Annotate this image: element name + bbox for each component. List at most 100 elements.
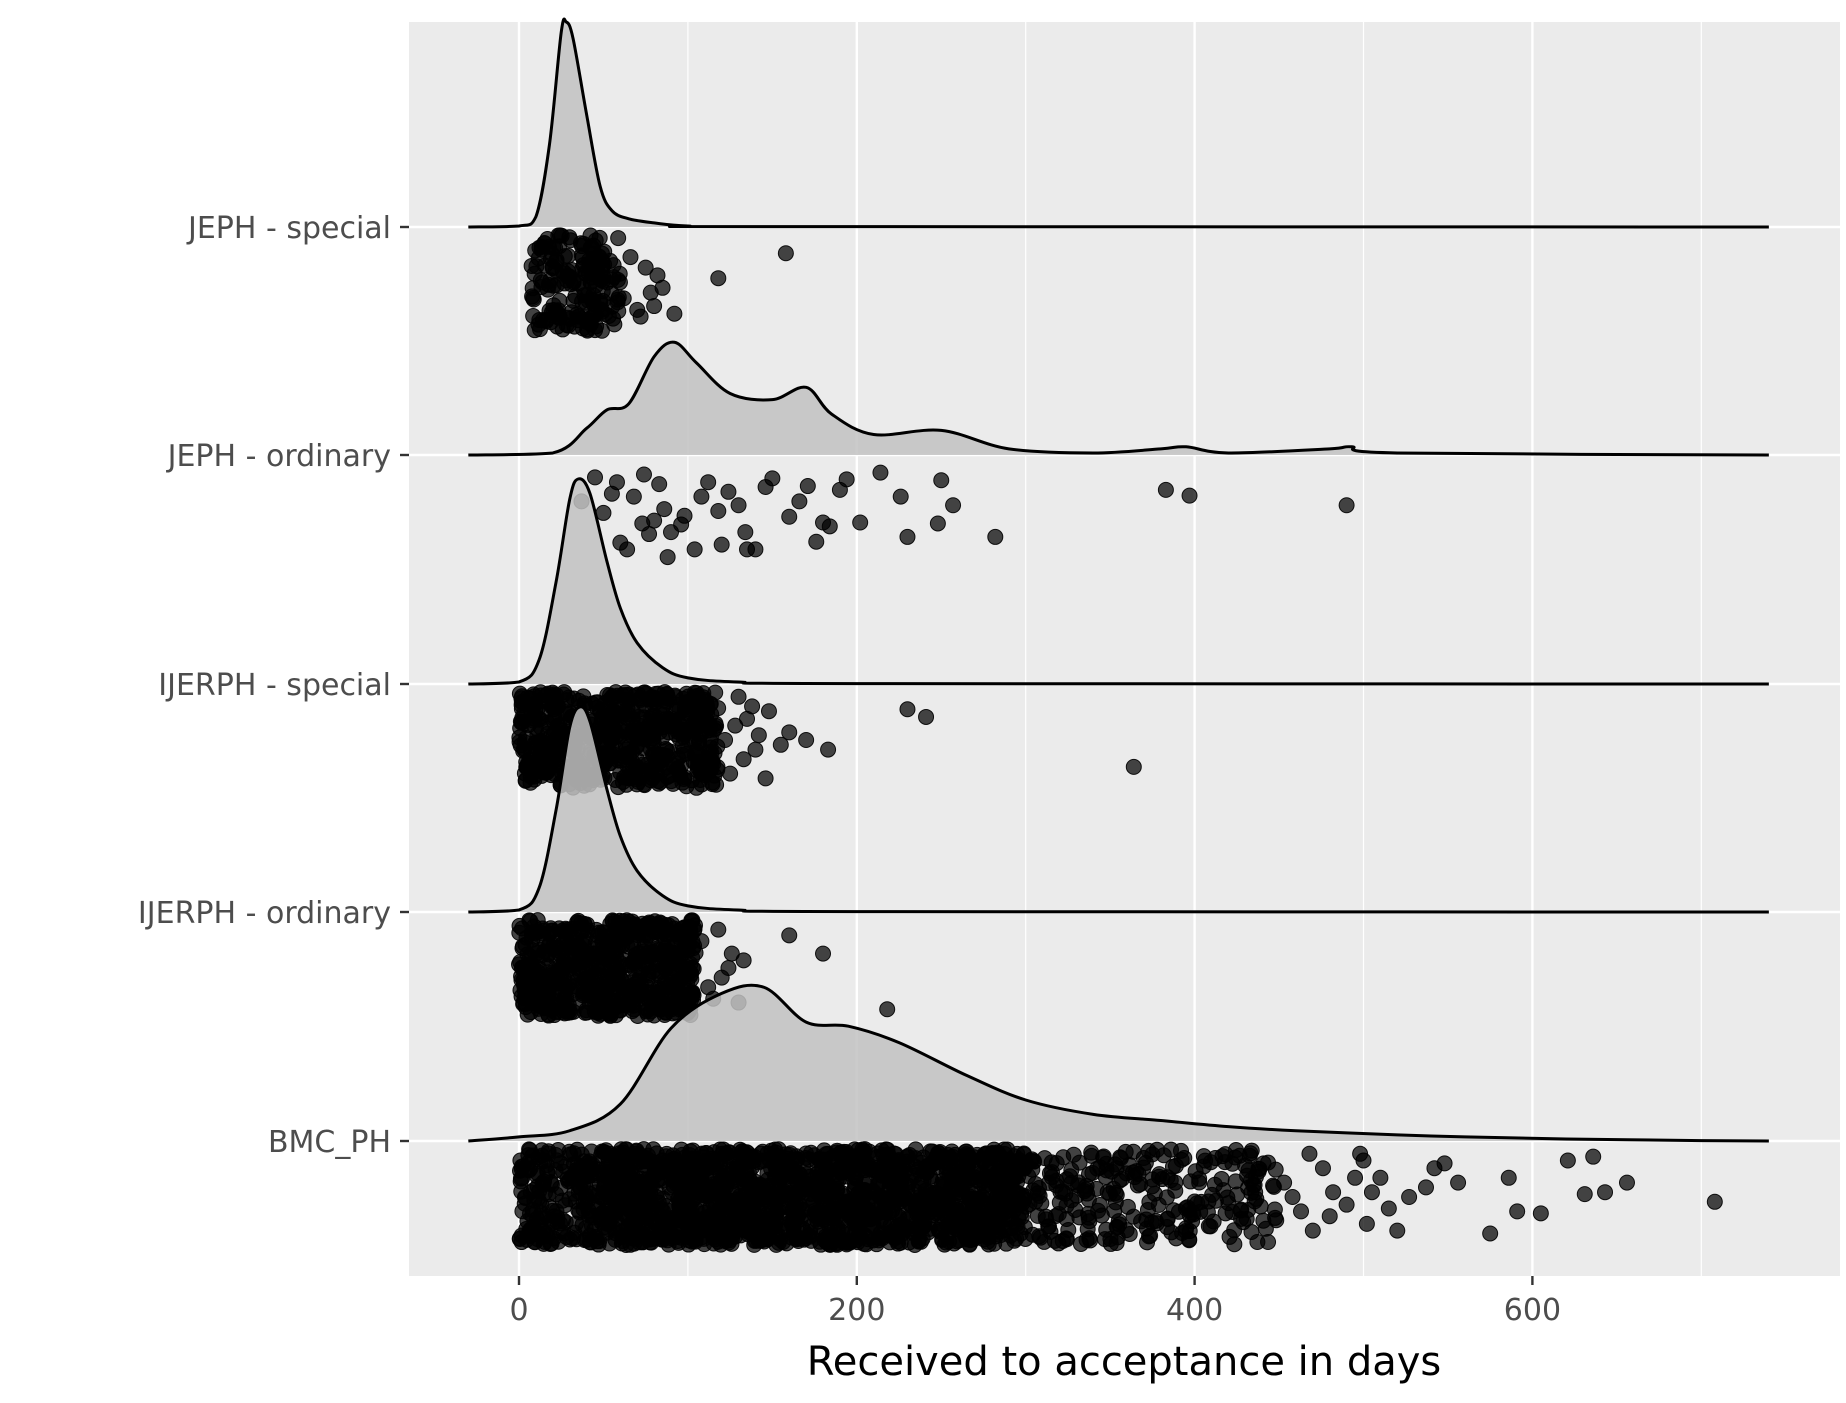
data-point: [788, 1231, 805, 1248]
data-point: [539, 1165, 556, 1182]
density-area: [468, 19, 1769, 228]
data-point: [713, 536, 730, 553]
data-point: [850, 1185, 867, 1202]
data-point: [1706, 1193, 1723, 1210]
y-tick-label: IJERPH - special: [158, 668, 391, 703]
data-point: [720, 483, 737, 500]
data-point: [659, 549, 676, 566]
data-point: [1181, 487, 1198, 504]
data-point: [959, 1165, 976, 1182]
data-point: [621, 748, 638, 765]
data-point: [515, 972, 532, 989]
data-point: [1417, 1179, 1434, 1196]
x-tick-label: 400: [1166, 1293, 1223, 1328]
data-point: [1228, 1142, 1245, 1159]
data-point: [995, 1183, 1012, 1200]
data-point: [586, 1003, 603, 1020]
data-point: [623, 989, 640, 1006]
data-point: [532, 994, 549, 1011]
data-point: [788, 1167, 805, 1184]
data-point: [781, 508, 798, 525]
data-point: [737, 524, 754, 541]
series-bmc-ph: [468, 983, 1769, 1253]
data-point: [669, 760, 686, 777]
data-point: [700, 474, 717, 491]
density-area: [468, 342, 1769, 455]
data-point: [1380, 1200, 1397, 1217]
data-point: [646, 512, 663, 529]
data-point: [1043, 1169, 1060, 1186]
data-point: [938, 1186, 955, 1203]
x-axis-title: Received to acceptance in days: [807, 1339, 1442, 1385]
data-point: [565, 292, 582, 309]
data-point: [1372, 1169, 1389, 1186]
data-point: [1078, 1178, 1095, 1195]
data-point: [879, 1001, 896, 1018]
data-point: [562, 1004, 579, 1021]
data-point: [562, 232, 579, 249]
data-point: [683, 1150, 700, 1167]
data-point: [916, 1190, 933, 1207]
data-point: [1576, 1186, 1593, 1203]
data-point: [945, 497, 962, 514]
data-point: [840, 1163, 857, 1180]
data-point: [1276, 1174, 1293, 1191]
data-point: [519, 755, 536, 772]
data-point: [931, 1223, 948, 1240]
data-point: [730, 497, 747, 514]
data-point: [1080, 1205, 1097, 1222]
data-point: [946, 1146, 963, 1163]
series-ijerph-ordinary: [468, 705, 1769, 1024]
data-point: [1058, 1231, 1075, 1248]
data-point: [791, 493, 808, 510]
data-point: [835, 1187, 852, 1204]
data-point: [717, 732, 734, 748]
data-point: [651, 476, 668, 493]
data-point: [711, 1185, 728, 1202]
data-point: [854, 1153, 871, 1170]
data-point: [536, 235, 553, 252]
data-point: [1065, 1146, 1082, 1163]
data-point: [632, 308, 649, 325]
data-point: [801, 1228, 818, 1245]
data-point: [739, 710, 756, 727]
data-point: [670, 1234, 687, 1251]
data-point: [582, 968, 599, 985]
x-tick-label: 600: [1504, 1293, 1561, 1328]
data-point: [649, 1229, 666, 1246]
rain-points: [523, 227, 794, 339]
data-point: [605, 707, 622, 724]
data-point: [522, 1184, 539, 1201]
data-point: [1221, 1228, 1238, 1245]
data-point: [1597, 1184, 1614, 1201]
data-point: [548, 1186, 565, 1203]
data-point: [757, 770, 774, 787]
data-point: [918, 1164, 935, 1181]
data-point: [659, 742, 676, 759]
data-point: [990, 1221, 1007, 1238]
density-area: [468, 706, 1769, 912]
data-point: [1585, 1148, 1602, 1165]
data-point: [594, 283, 611, 300]
data-point: [735, 751, 752, 768]
data-point: [619, 770, 636, 787]
data-point: [875, 1191, 892, 1208]
data-point: [856, 1227, 873, 1244]
chart-marks: [468, 17, 1769, 1253]
data-point: [1159, 1210, 1176, 1227]
y-tick-label: IJERPH - ordinary: [138, 896, 391, 931]
data-point: [545, 301, 562, 318]
data-point: [564, 1170, 581, 1187]
data-point: [1229, 1186, 1246, 1203]
data-point: [546, 1007, 563, 1024]
data-point: [649, 267, 666, 284]
data-point: [659, 686, 676, 703]
data-point: [892, 488, 909, 505]
data-point: [808, 533, 825, 550]
rain-points: [511, 912, 896, 1024]
data-point: [608, 474, 625, 491]
data-point: [593, 301, 610, 318]
data-point: [707, 684, 724, 701]
y-tick-label: JEPH - special: [186, 211, 391, 246]
data-point: [1091, 1196, 1108, 1213]
